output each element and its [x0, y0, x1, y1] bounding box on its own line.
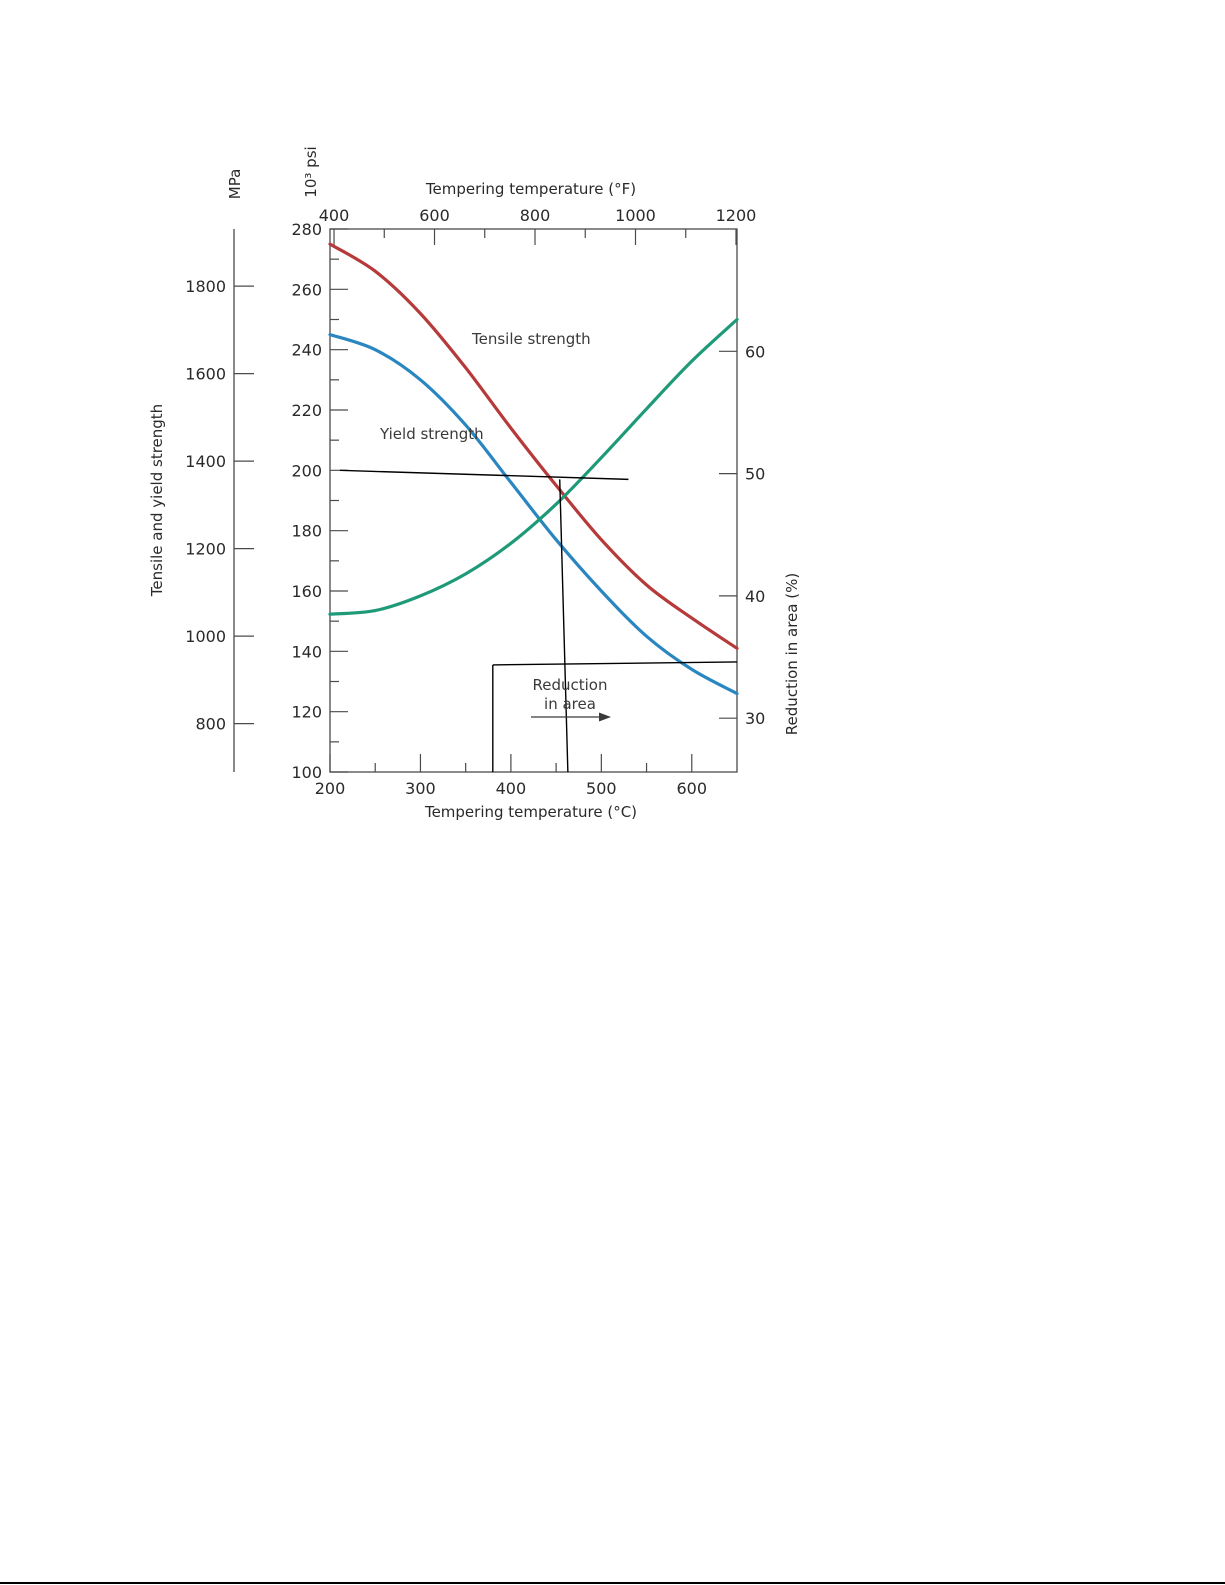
y-right-tick-label: 40 [745, 587, 765, 606]
y-mpa-tick-label: 1600 [185, 365, 226, 384]
y-psi-tick-label: 200 [291, 461, 322, 480]
reduction-in-area-curve [328, 317, 739, 616]
y-psi-tick-label: 140 [291, 642, 322, 661]
x-top-tick-label: 400 [319, 206, 350, 225]
construction-layer [339, 469, 738, 773]
yield-strength-curve [328, 333, 739, 696]
x-top-tick-label: 600 [419, 206, 450, 225]
x-top-tick-label: 800 [520, 206, 551, 225]
y-mpa-tick-label: 1200 [185, 540, 226, 559]
construction-line [492, 661, 738, 666]
x-bottom-tick-label: 200 [315, 779, 346, 798]
y-psi-tick-label: 180 [291, 522, 322, 541]
tensile-strength-curve [328, 242, 739, 650]
construction-line [559, 479, 569, 773]
y-psi-tick-label: 220 [291, 401, 322, 420]
axis-title-top: Tempering temperature (°F) [425, 180, 636, 198]
axis-title-left: Tensile and yield strength [148, 404, 166, 597]
y-right-tick-label: 30 [745, 709, 765, 728]
reduction-label-line1: Reduction [533, 676, 608, 694]
axis-unit-psi: 10³ psi [302, 146, 320, 197]
y-psi-tick-label: 160 [291, 582, 322, 601]
y-mpa-tick-label: 800 [195, 715, 226, 734]
curves-layer [328, 242, 739, 696]
y-mpa-tick-label: 1400 [185, 452, 226, 471]
reduction-arrow-head [599, 712, 611, 722]
reduction-label-line2: in area [544, 695, 596, 713]
y-psi-tick-label: 260 [291, 280, 322, 299]
y-right-tick-label: 50 [745, 465, 765, 484]
x-top-tick-label: 1200 [716, 206, 757, 225]
y-right-tick-label: 60 [745, 342, 765, 361]
x-bottom-tick-label: 300 [405, 779, 436, 798]
x-bottom-tick-label: 600 [677, 779, 708, 798]
axis-unit-mpa: MPa [226, 169, 244, 200]
y-psi-tick-label: 100 [291, 763, 322, 782]
y-psi-tick-label: 120 [291, 703, 322, 722]
y-psi-tick-label: 240 [291, 341, 322, 360]
x-bottom-tick-label: 500 [586, 779, 617, 798]
x-top-tick-label: 1000 [615, 206, 656, 225]
ticks-layer: 200 300 400 500 600 400 600 800 1000 1200 100 120 14… [185, 206, 765, 798]
construction-line [339, 469, 629, 481]
y-psi-tick-label: 280 [291, 220, 322, 239]
axis-title-right: Reduction in area (%) [783, 573, 801, 735]
y-mpa-tick-label: 1000 [185, 627, 226, 646]
y-mpa-tick-label: 1800 [185, 277, 226, 296]
tensile-strength-label: Tensile strength [471, 330, 591, 348]
axis-title-bottom: Tempering temperature (°C) [424, 803, 637, 821]
x-bottom-tick-label: 400 [496, 779, 527, 798]
yield-strength-label: Yield strength [379, 425, 484, 443]
